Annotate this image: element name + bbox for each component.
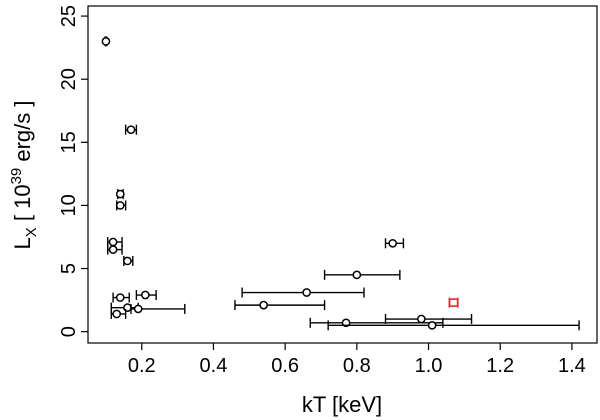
y-tick-label: 10 [58, 194, 80, 216]
y-axis-title-bracket-close: ] [10, 100, 35, 106]
y-tick-label: 5 [58, 263, 80, 274]
y-axis-title-bracket-open: [ [10, 215, 35, 221]
data-point [384, 238, 405, 249]
data-point [309, 317, 444, 328]
y-tick-label: 0 [58, 326, 80, 337]
data-points [101, 36, 580, 331]
x-axis-title: kT [keV] [302, 392, 382, 417]
data-marker-circle [259, 300, 268, 310]
data-marker-circle [352, 270, 362, 280]
data-point [124, 124, 138, 135]
x-tick-label: 1.0 [415, 355, 443, 377]
data-marker-circle [115, 201, 125, 210]
data-marker-circle [108, 237, 118, 247]
data-point [115, 200, 127, 211]
data-marker-square [448, 298, 459, 307]
y-axis: 0 5 10 15 20 25 [58, 5, 88, 337]
data-marker-circle [133, 304, 143, 314]
x-tick-label: 1.4 [558, 355, 586, 377]
y-axis-title-base: 10 [10, 184, 35, 208]
data-point [130, 303, 186, 314]
y-tick-label: 15 [58, 131, 80, 153]
data-marker-circle [141, 290, 150, 300]
data-marker-circle [101, 36, 111, 46]
data-point [123, 255, 134, 266]
data-point [107, 237, 123, 248]
x-tick-label: 0.6 [271, 355, 299, 377]
data-point [112, 292, 130, 303]
y-axis-title-subscript: X [23, 227, 40, 237]
x-tick-label: 0.4 [200, 355, 228, 377]
data-marker-circle [341, 318, 351, 328]
data-marker-circle [388, 238, 398, 248]
data-marker-circle [427, 320, 437, 330]
data-marker-circle [123, 256, 132, 266]
data-point [107, 244, 123, 255]
data-point [448, 297, 459, 308]
data-marker-circle [123, 303, 132, 313]
x-tick-label: 0.8 [343, 355, 371, 377]
y-axis-title: LX [ 1039 erg/s ] [8, 100, 40, 249]
data-point [101, 36, 111, 47]
plot-area-frame [87, 5, 598, 344]
y-axis-title-exponent: 39 [8, 168, 25, 185]
x-tick-label: 1.2 [486, 355, 514, 377]
data-point [234, 300, 326, 311]
data-point [327, 320, 580, 331]
y-axis-title-unit: erg/s [10, 113, 35, 162]
y-axis-title-prefix: L [10, 237, 35, 249]
y-tick-label: 25 [58, 5, 80, 27]
data-marker-circle [302, 288, 312, 297]
data-marker-circle [115, 293, 125, 302]
x-axis: 0.2 0.4 0.6 0.8 1.0 1.2 1.4 [128, 343, 586, 377]
data-marker-circle [417, 314, 426, 324]
data-point [323, 269, 401, 280]
data-point [115, 189, 125, 200]
data-marker-circle [115, 189, 125, 199]
x-tick-label: 0.2 [128, 355, 156, 377]
data-point [241, 287, 365, 298]
data-marker-circle [112, 309, 122, 319]
y-tick-label: 20 [58, 68, 80, 90]
data-point [135, 290, 157, 301]
data-marker-circle [108, 245, 118, 254]
data-point [110, 308, 127, 319]
data-marker-circle [126, 125, 136, 135]
